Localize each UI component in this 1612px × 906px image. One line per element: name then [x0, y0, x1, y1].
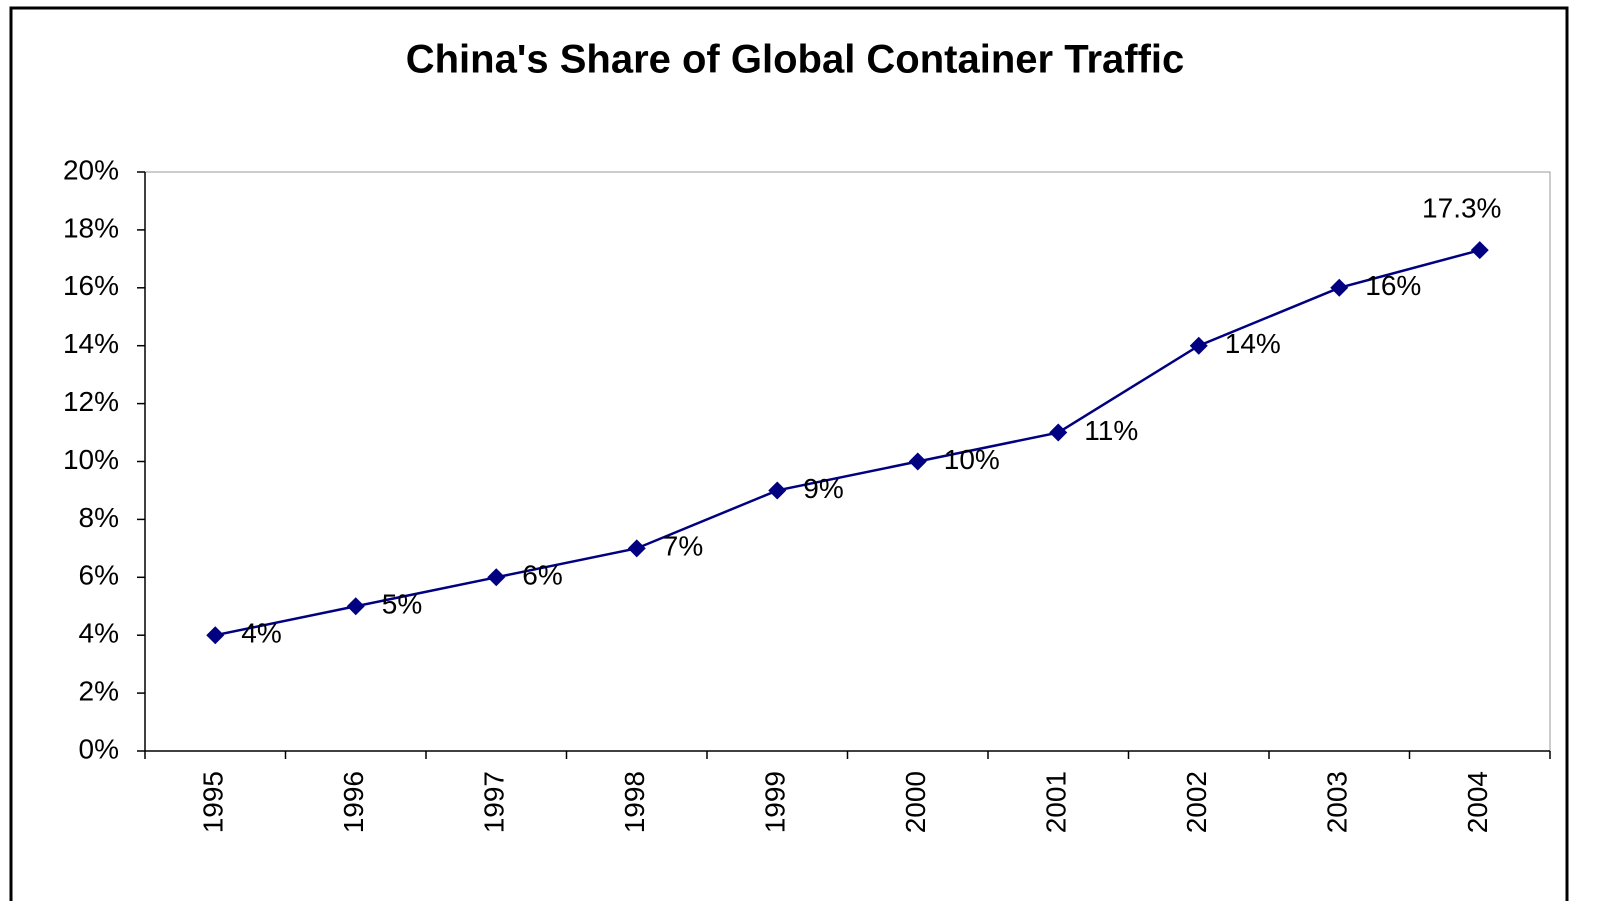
x-tick-label: 1999 [760, 771, 791, 833]
y-tick-label: 16% [63, 270, 119, 301]
marker [1470, 241, 1489, 260]
marker [1189, 336, 1208, 355]
data-label: 7% [663, 531, 703, 562]
data-label: 9% [803, 473, 843, 504]
data-label: 17.3% [1422, 193, 1501, 224]
data-label: 16% [1365, 270, 1421, 301]
chart-frame [9, 6, 1569, 906]
marker [908, 452, 927, 471]
x-tick-label: 1995 [198, 771, 229, 833]
y-tick-label: 18% [63, 212, 119, 243]
x-tick-label: 2000 [900, 771, 931, 833]
x-tick-label: 1998 [619, 771, 650, 833]
line [214, 248, 1481, 637]
x-tick-label: 2004 [1462, 771, 1493, 833]
data-label: 14% [1225, 328, 1281, 359]
data-label: 6% [522, 560, 562, 591]
x-tick-label: 1996 [338, 771, 369, 833]
y-tick-label: 10% [63, 444, 119, 475]
data-label: 11% [1084, 415, 1138, 446]
marker [1049, 423, 1068, 442]
marker [768, 481, 787, 500]
x-tick-label: 1997 [479, 771, 510, 833]
marker [627, 539, 646, 558]
y-tick-label: 8% [79, 502, 119, 533]
chart-title: China's Share of Global Container Traffi… [406, 38, 1185, 82]
marker [487, 568, 506, 587]
y-tick-label: 20% [63, 154, 119, 185]
x-tick-label: 2001 [1041, 771, 1072, 833]
data-label: 5% [382, 589, 422, 620]
y-tick-label: 0% [79, 733, 119, 764]
data-label: 4% [241, 618, 281, 649]
x-tick-label: 2002 [1181, 771, 1212, 833]
y-tick-label: 6% [79, 560, 119, 591]
marker [1330, 278, 1349, 297]
y-tick-label: 4% [79, 618, 119, 649]
y-tick-label: 2% [79, 675, 119, 706]
y-tick-label: 12% [63, 386, 119, 417]
x-tick-label: 2003 [1322, 771, 1353, 833]
data-label: 10% [944, 444, 1000, 475]
marker [206, 626, 225, 645]
y-tick-label: 14% [63, 328, 119, 359]
marker [346, 597, 365, 616]
